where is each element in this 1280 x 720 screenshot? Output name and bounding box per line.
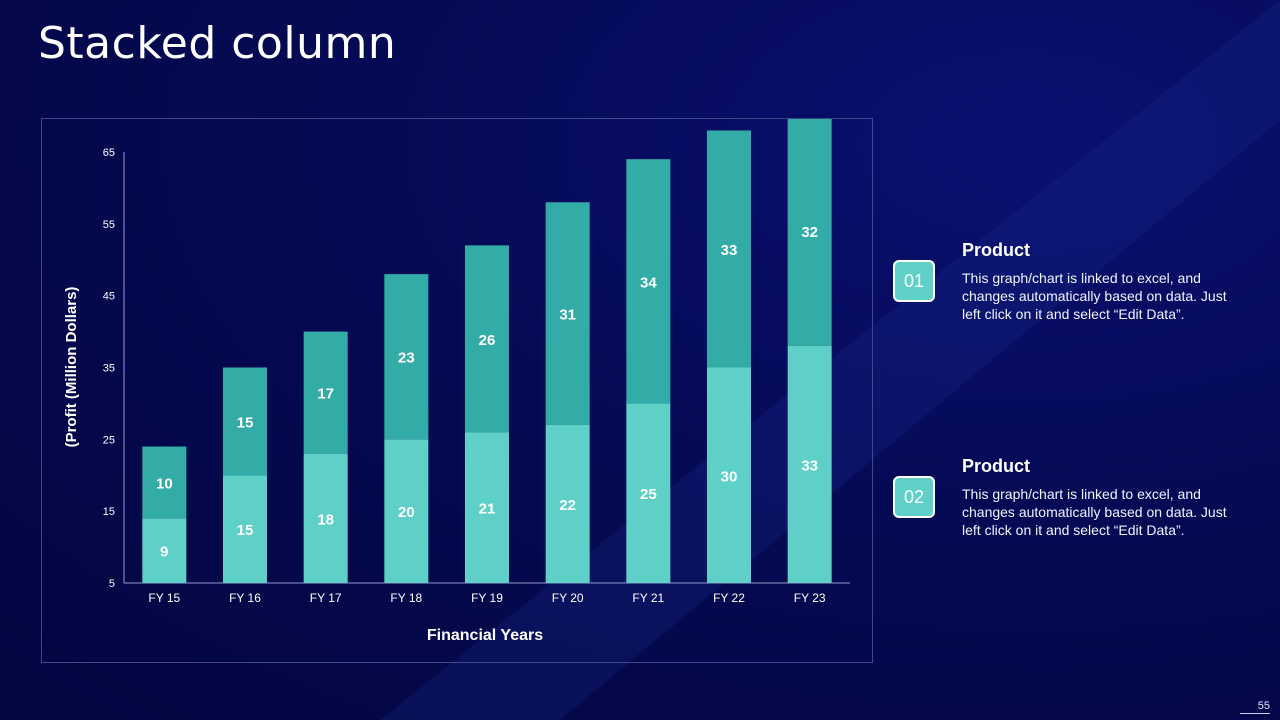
data-label: 33 xyxy=(721,242,738,259)
bar-segment xyxy=(787,119,832,346)
bar-segment xyxy=(545,424,590,583)
bar-segment xyxy=(787,345,832,583)
y-tick-label: 65 xyxy=(103,147,115,159)
y-tick-label: 5 xyxy=(109,578,115,590)
data-label: 26 xyxy=(479,332,496,349)
page-number: 55 xyxy=(1240,700,1270,714)
side-description: This graph/chart is linked to excel, and… xyxy=(962,270,1227,322)
x-tick-label: FY 17 xyxy=(310,591,342,605)
data-label: 22 xyxy=(559,497,576,514)
y-tick-label: 15 xyxy=(103,506,115,518)
data-label: 31 xyxy=(559,307,576,324)
data-label: 18 xyxy=(317,511,334,528)
data-label: 15 xyxy=(237,522,254,539)
x-tick-label: FY 18 xyxy=(390,591,422,605)
data-label: 25 xyxy=(640,486,657,503)
bar-segment xyxy=(545,202,590,425)
data-label: 17 xyxy=(317,386,334,403)
x-tick-label: FY 19 xyxy=(471,591,503,605)
data-label: 21 xyxy=(479,501,496,518)
y-tick-label: 55 xyxy=(103,219,115,231)
y-axis-title: (Profit (Million Dollars) xyxy=(63,287,80,448)
data-label: 9 xyxy=(160,544,168,561)
bar-segment xyxy=(142,518,187,583)
bar-segment xyxy=(303,331,348,454)
bar-segment xyxy=(626,159,671,404)
number-badge: 01 xyxy=(893,260,935,302)
stacked-column-chart: 5 15 25 35 45 55 65 9 10 FY 15 15 15 FY 16 18 17 FY 17 2… xyxy=(63,119,850,644)
bar-segment xyxy=(384,439,429,583)
data-label: 32 xyxy=(801,224,818,241)
bar-segment xyxy=(626,403,671,583)
bar-segment xyxy=(223,367,267,476)
bar-segment xyxy=(223,475,267,583)
data-label: 30 xyxy=(721,468,738,485)
side-description: This graph/chart is linked to excel, and… xyxy=(962,486,1227,538)
side-item-1: 01 Product This graph/chart is linked to… xyxy=(893,240,1253,340)
side-item-2: 02 Product This graph/chart is linked to… xyxy=(893,456,1253,556)
y-tick-label: 25 xyxy=(103,434,115,446)
bar-segment xyxy=(465,432,509,583)
x-tick-label: FY 21 xyxy=(632,591,664,605)
bar-segment xyxy=(142,446,187,519)
data-label: 34 xyxy=(640,274,657,291)
data-label: 33 xyxy=(801,457,818,474)
y-tick-label: 45 xyxy=(103,291,115,303)
bar-segment xyxy=(384,274,429,440)
bar-segment xyxy=(707,367,751,583)
x-axis-title: Financial Years xyxy=(427,627,543,644)
x-tick-label: FY 20 xyxy=(552,591,584,605)
x-tick-label: FY 23 xyxy=(794,591,826,605)
side-heading: Product xyxy=(962,240,1031,260)
data-label: 10 xyxy=(156,475,173,492)
chart-frame: 5 15 25 35 45 55 65 9 10 FY 15 15 15 FY 16 18 17 FY 17 2… xyxy=(41,118,873,663)
slide-title: Stacked column xyxy=(38,18,397,69)
side-heading: Product xyxy=(962,456,1031,476)
number-badge: 02 xyxy=(893,476,935,518)
y-tick-label: 35 xyxy=(103,363,115,375)
bar-segment xyxy=(303,453,348,583)
data-label: 15 xyxy=(237,414,254,431)
x-tick-label: FY 15 xyxy=(148,591,180,605)
data-label: 20 xyxy=(398,504,415,521)
x-tick-label: FY 22 xyxy=(713,591,745,605)
bar-segment xyxy=(465,245,509,433)
bar-segment xyxy=(707,130,751,368)
x-tick-label: FY 16 xyxy=(229,591,261,605)
data-label: 23 xyxy=(398,350,415,367)
